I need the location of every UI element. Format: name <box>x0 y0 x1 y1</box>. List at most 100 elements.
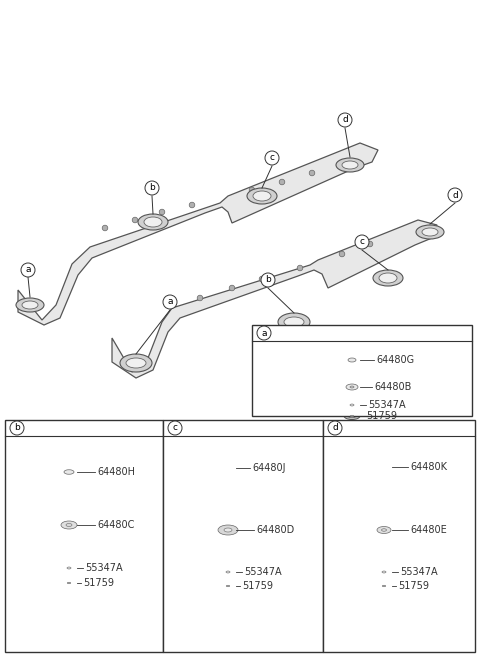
Text: a: a <box>261 329 267 337</box>
Ellipse shape <box>55 518 83 531</box>
Circle shape <box>159 209 165 215</box>
Circle shape <box>328 421 342 435</box>
Polygon shape <box>18 143 378 325</box>
Circle shape <box>297 265 303 271</box>
Text: 55347A: 55347A <box>368 400 406 410</box>
Text: c: c <box>360 237 364 247</box>
Ellipse shape <box>64 566 74 570</box>
Ellipse shape <box>334 353 370 367</box>
Ellipse shape <box>382 571 386 573</box>
Bar <box>65 472 73 490</box>
Ellipse shape <box>348 358 356 362</box>
Ellipse shape <box>224 584 232 588</box>
Ellipse shape <box>382 529 386 531</box>
Ellipse shape <box>226 585 230 586</box>
Circle shape <box>229 285 235 291</box>
Ellipse shape <box>218 525 238 535</box>
Ellipse shape <box>376 583 392 590</box>
Ellipse shape <box>379 273 397 283</box>
Text: 55347A: 55347A <box>85 563 122 573</box>
Ellipse shape <box>218 464 238 472</box>
Bar <box>163 420 323 652</box>
Ellipse shape <box>48 463 90 481</box>
Ellipse shape <box>373 270 403 286</box>
Ellipse shape <box>217 568 239 576</box>
Ellipse shape <box>373 568 395 576</box>
Text: b: b <box>14 424 20 432</box>
Circle shape <box>189 202 195 208</box>
Text: a: a <box>167 298 173 306</box>
Ellipse shape <box>61 579 77 586</box>
Ellipse shape <box>284 317 304 327</box>
Ellipse shape <box>213 522 243 538</box>
Text: d: d <box>342 115 348 125</box>
Ellipse shape <box>380 584 388 588</box>
Text: 51759: 51759 <box>366 411 397 421</box>
Ellipse shape <box>49 515 89 535</box>
Ellipse shape <box>211 461 245 475</box>
Ellipse shape <box>348 414 356 418</box>
Ellipse shape <box>347 403 357 407</box>
Circle shape <box>265 151 279 165</box>
Ellipse shape <box>278 313 310 331</box>
Circle shape <box>168 421 182 435</box>
Text: c: c <box>269 154 275 163</box>
Bar <box>5 420 163 652</box>
Ellipse shape <box>382 585 386 586</box>
Ellipse shape <box>422 228 438 236</box>
Ellipse shape <box>335 379 369 395</box>
Ellipse shape <box>377 527 391 533</box>
Text: 64480E: 64480E <box>410 525 447 535</box>
Ellipse shape <box>65 581 73 584</box>
Ellipse shape <box>349 373 355 375</box>
Polygon shape <box>112 220 437 378</box>
Ellipse shape <box>350 415 354 417</box>
Circle shape <box>309 170 315 176</box>
Text: d: d <box>452 190 458 199</box>
Polygon shape <box>366 451 402 467</box>
Ellipse shape <box>58 564 80 572</box>
Circle shape <box>259 276 265 282</box>
Ellipse shape <box>346 384 358 390</box>
Ellipse shape <box>226 571 230 573</box>
Circle shape <box>338 113 352 127</box>
Ellipse shape <box>379 570 389 574</box>
Ellipse shape <box>120 354 152 372</box>
Text: 55347A: 55347A <box>400 567 438 577</box>
Circle shape <box>197 295 203 301</box>
Ellipse shape <box>224 528 232 532</box>
Ellipse shape <box>126 358 146 368</box>
Circle shape <box>367 241 373 247</box>
Ellipse shape <box>350 404 354 406</box>
Text: 64480C: 64480C <box>97 520 134 530</box>
Ellipse shape <box>381 480 387 483</box>
Circle shape <box>261 273 275 287</box>
Circle shape <box>102 225 108 231</box>
Ellipse shape <box>56 466 82 478</box>
Ellipse shape <box>223 570 233 574</box>
Text: 64480K: 64480K <box>410 462 447 472</box>
Ellipse shape <box>373 462 395 472</box>
Ellipse shape <box>65 488 73 492</box>
Ellipse shape <box>67 583 71 584</box>
Circle shape <box>355 235 369 249</box>
Ellipse shape <box>16 298 44 312</box>
Ellipse shape <box>220 583 236 590</box>
Bar <box>323 420 475 652</box>
Ellipse shape <box>138 214 168 230</box>
Text: 64480H: 64480H <box>97 467 135 477</box>
Text: 51759: 51759 <box>83 578 114 588</box>
Ellipse shape <box>144 217 162 227</box>
Polygon shape <box>211 454 245 468</box>
Bar <box>224 468 232 482</box>
Circle shape <box>10 421 24 435</box>
Ellipse shape <box>67 567 71 569</box>
Ellipse shape <box>350 386 354 388</box>
Ellipse shape <box>336 158 364 172</box>
Text: a: a <box>25 266 31 274</box>
Ellipse shape <box>366 460 402 474</box>
Circle shape <box>279 179 285 185</box>
Ellipse shape <box>247 188 277 204</box>
Circle shape <box>132 217 138 223</box>
Circle shape <box>145 181 159 195</box>
